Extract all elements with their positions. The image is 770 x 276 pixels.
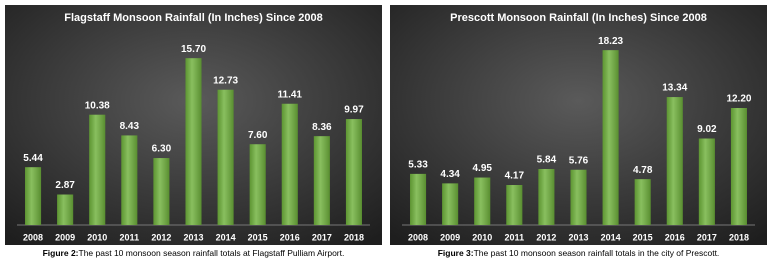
bar-shade	[698, 138, 715, 225]
bar-shade	[89, 114, 106, 225]
bar-shade	[25, 167, 42, 225]
value-label: 8.43	[120, 121, 140, 132]
bar-shade	[666, 97, 683, 225]
bar-shade	[730, 108, 747, 225]
chart-title: Prescott Monsoon Rainfall (In Inches) Si…	[450, 12, 707, 24]
x-tick-label: 2017	[312, 232, 332, 242]
bar-shade	[217, 89, 234, 226]
value-label: 4.17	[505, 171, 525, 182]
bar-shade	[249, 144, 266, 225]
bar-shade	[57, 194, 74, 225]
bar-shade	[634, 179, 651, 225]
value-label: 8.36	[312, 122, 332, 133]
x-tick-label: 2008	[23, 232, 43, 242]
x-tick-label: 2016	[665, 232, 685, 242]
x-tick-label: 2014	[601, 232, 621, 242]
x-tick-label: 2015	[633, 232, 653, 242]
value-label: 7.60	[248, 130, 268, 141]
x-tick-label: 2008	[408, 232, 428, 242]
bar-shade	[313, 136, 330, 225]
value-label: 5.84	[537, 155, 557, 166]
bar-shade	[538, 168, 555, 225]
x-tick-label: 2016	[280, 232, 300, 242]
bar-shade	[121, 135, 138, 225]
caption-label: Figure 2:	[43, 248, 79, 258]
x-tick-label: 2012	[536, 232, 556, 242]
bar-shade	[474, 177, 491, 225]
x-tick-label: 2010	[87, 232, 107, 242]
bar-shade	[185, 58, 202, 225]
value-label: 4.34	[440, 169, 460, 180]
value-label: 5.44	[23, 153, 43, 164]
caption-label: Figure 3:	[438, 248, 474, 258]
value-label: 11.41	[278, 89, 303, 100]
caption-text: The past 10 monsoon season rainfall tota…	[474, 248, 720, 258]
caption: Figure 2:The past 10 monsoon season rain…	[43, 248, 345, 258]
bar-shade	[345, 119, 362, 225]
x-tick-label: 2013	[568, 232, 588, 242]
value-label: 9.97	[344, 105, 364, 116]
value-label: 2.87	[55, 180, 75, 191]
x-tick-label: 2011	[120, 232, 140, 242]
bar-shade	[153, 158, 170, 225]
value-label: 6.30	[152, 144, 172, 155]
value-label: 12.73	[213, 75, 238, 86]
x-tick-label: 2017	[697, 232, 717, 242]
value-label: 12.20	[726, 94, 751, 105]
x-tick-label: 2009	[440, 232, 460, 242]
value-label: 9.02	[697, 124, 717, 135]
bar-shade	[506, 185, 523, 225]
x-tick-label: 2015	[248, 232, 268, 242]
bar-shade	[442, 183, 459, 225]
bar-shade	[281, 103, 298, 225]
value-label: 15.70	[181, 44, 206, 55]
value-label: 4.78	[633, 165, 653, 176]
bar-shade	[570, 169, 587, 225]
x-tick-label: 2009	[55, 232, 75, 242]
bar-shade	[410, 173, 427, 225]
caption-text: The past 10 monsoon season rainfall tota…	[79, 248, 345, 258]
x-tick-label: 2012	[151, 232, 171, 242]
value-label: 4.95	[472, 163, 492, 174]
x-tick-label: 2018	[344, 232, 364, 242]
x-tick-label: 2011	[505, 232, 525, 242]
bar-shade	[602, 50, 619, 226]
x-tick-label: 2014	[216, 232, 236, 242]
value-label: 5.33	[408, 160, 428, 171]
value-label: 18.23	[598, 36, 623, 47]
caption: Figure 3:The past 10 monsoon season rain…	[438, 248, 720, 258]
value-label: 13.34	[662, 83, 687, 94]
value-label: 5.76	[569, 155, 589, 166]
x-tick-label: 2010	[472, 232, 492, 242]
x-tick-label: 2018	[729, 232, 749, 242]
x-tick-label: 2013	[183, 232, 203, 242]
chart-title: Flagstaff Monsoon Rainfall (In Inches) S…	[64, 12, 323, 24]
value-label: 10.38	[85, 100, 110, 111]
